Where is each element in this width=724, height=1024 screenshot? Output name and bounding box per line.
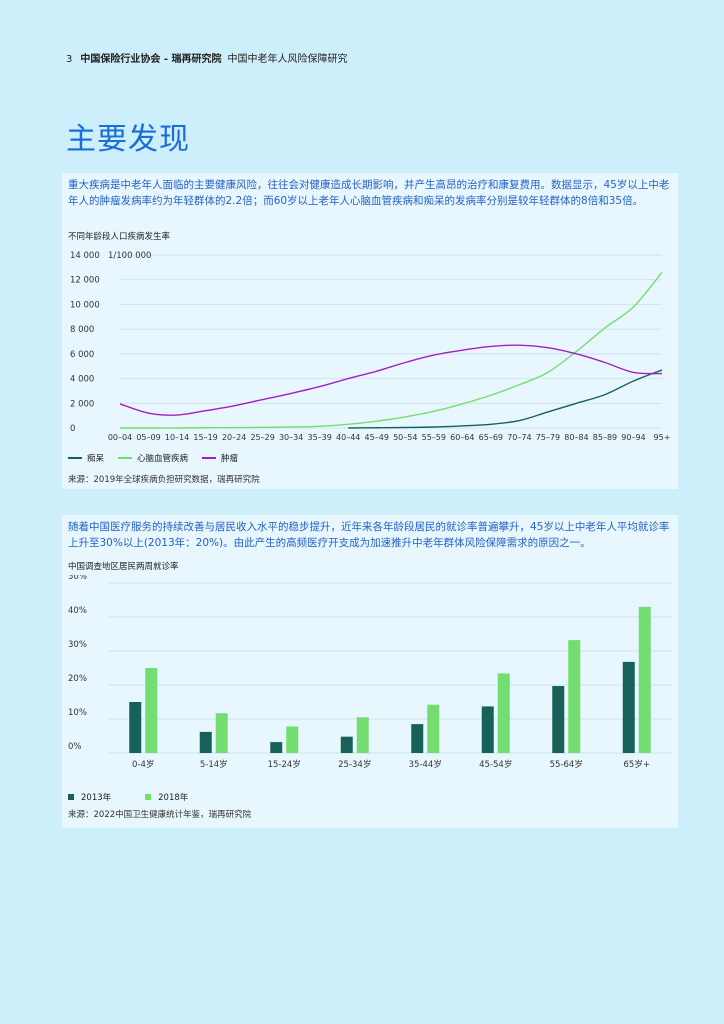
line-xtick-label: 40–44 [336, 433, 360, 442]
bar-2013 [340, 736, 353, 753]
bar-xtick-label: 15-24岁 [268, 759, 301, 770]
bar-xtick-label: 45-54岁 [479, 759, 512, 770]
bar-xtick-label: 35-44岁 [409, 759, 442, 770]
line-xtick-label: 00–04 [108, 433, 132, 442]
header-report-title: 中国中老年人风险保障研究 [227, 54, 348, 65]
line-xtick-label: 70–74 [507, 433, 531, 442]
page-title: 主要发现 [66, 122, 190, 157]
bar-2013 [552, 686, 565, 753]
bar-legend-item: 2013年 [68, 791, 111, 803]
bar-xtick-label: 0-4岁 [132, 759, 154, 770]
legend-swatch [68, 794, 74, 800]
legend-label: 痴呆 [87, 454, 105, 464]
line-xtick-label: 20–24 [222, 433, 246, 442]
line-xtick-label: 80–84 [564, 433, 588, 442]
visit-rate-panel: 随着中国医疗服务的持续改善与居民收入水平的稳步提升，近年来各年龄段居民的就诊率普… [62, 515, 678, 828]
line-ytick-label: 2 000 [70, 399, 94, 409]
line-xtick-label: 45–49 [365, 433, 389, 442]
bar-2018 [638, 606, 651, 753]
bar-ytick-label: 10% [68, 708, 87, 718]
bar-xtick-label: 5-14岁 [200, 759, 228, 770]
line-series [119, 271, 663, 429]
legend-swatch [145, 794, 152, 800]
line-ytick-label: 6 000 [70, 350, 94, 360]
line-ylabel: 1/100 000 [108, 251, 151, 261]
section2-intro: 随着中国医疗服务的持续改善与居民收入水平的稳步提升，近年来各年龄段居民的就诊率普… [68, 521, 670, 549]
line-xtick-label: 35–39 [308, 433, 332, 442]
visit-rate-bar-chart: 0% 10% 20% 30% 40% 50% 0-4岁 5-14岁 15-24岁 25-34岁 35… [68, 575, 672, 770]
line-xtick-label: 90–94 [621, 433, 645, 442]
line-xtick-label: 10–14 [165, 433, 189, 442]
line-xtick-label: 60–64 [450, 433, 474, 442]
bar-xtick-label: 65岁+ [624, 759, 650, 770]
bar-2013 [270, 742, 283, 753]
legend-label: 2013年 [81, 793, 112, 803]
bar-2013 [411, 724, 424, 753]
bar-xtick-label: 25-34岁 [338, 759, 371, 770]
line-series [119, 344, 663, 416]
line-chart-title: 不同年龄段人口疾病发生率 [68, 232, 171, 242]
page-number: 3 [66, 54, 73, 65]
bar-xtick-label: 55-64岁 [550, 759, 583, 770]
disease-incidence-line-chart: 0 2 000 4 000 6 000 8 000 10 000 12 000 14 000 1… [70, 251, 671, 442]
line-ytick-label: 0 [70, 424, 75, 434]
line-xtick-label: 75–79 [536, 433, 560, 442]
line-xtick-label: 65–69 [479, 433, 503, 442]
legend-swatch [118, 457, 133, 459]
bar-2018 [356, 717, 369, 753]
section1-source: 来源：2019年全球疾病负担研究数据，瑞再研究院 [68, 475, 260, 485]
line-xtick-label: 95+ [654, 433, 671, 442]
line-chart-legend: 痴呆 心脑血管疾病 肿瘤 [68, 452, 252, 464]
bar-2018 [286, 726, 299, 753]
line-series [348, 369, 663, 429]
line-ytick-label: 14 000 [70, 251, 100, 261]
line-ytick-label: 4 000 [70, 375, 94, 385]
legend-swatch [68, 457, 82, 459]
bar-2018 [427, 704, 440, 753]
bar-ytick-label: 30% [68, 640, 87, 650]
bar-ytick-label: 40% [68, 606, 87, 616]
bar-2013 [622, 661, 635, 753]
line-legend-item: 肿瘤 [202, 452, 238, 464]
legend-label: 心脑血管疾病 [137, 454, 189, 464]
bar-2018 [497, 673, 510, 753]
bar-2013 [129, 702, 142, 753]
line-xtick-label: 15–19 [193, 433, 217, 442]
line-xtick-label: 55–59 [422, 433, 446, 442]
legend-label: 肿瘤 [221, 454, 239, 464]
bar-ytick-label: 20% [68, 674, 87, 684]
bar-ytick-label: 50% [68, 575, 87, 582]
header-org: 中国保险行业协会 - 瑞再研究院 [80, 54, 222, 65]
legend-label: 2018年 [158, 793, 189, 803]
bar-2018 [145, 668, 158, 753]
bar-2013 [481, 706, 494, 753]
line-xtick-label: 05–09 [136, 433, 160, 442]
line-xtick-label: 50–54 [393, 433, 417, 442]
line-xtick-label: 30–34 [279, 433, 303, 442]
section1-intro: 重大疾病是中老年人面临的主要健康风险，往往会对健康造成长期影响，并产生高昂的治疗… [68, 179, 670, 207]
section2-source: 来源：2022中国卫生健康统计年鉴，瑞再研究院 [68, 810, 252, 820]
bar-2018 [568, 640, 581, 753]
line-ytick-label: 8 000 [70, 325, 94, 335]
bar-2013 [199, 731, 212, 753]
line-xtick-label: 85–89 [593, 433, 617, 442]
disease-incidence-panel: 重大疾病是中老年人面临的主要健康风险，往往会对健康造成长期影响，并产生高昂的治疗… [62, 173, 678, 489]
bar-chart-legend: 2013年 2018年 [68, 791, 222, 803]
bar-legend-item: 2018年 [145, 791, 188, 803]
bar-chart-title: 中国调查地区居民两周就诊率 [68, 562, 179, 572]
line-xtick-label: 25–29 [250, 433, 274, 442]
line-legend-item: 心脑血管疾病 [118, 452, 188, 464]
line-ytick-label: 12 000 [70, 276, 100, 286]
bar-2018 [215, 713, 228, 753]
line-ytick-label: 10 000 [70, 300, 100, 310]
page-header: 3 中国保险行业协会 - 瑞再研究院 中国中老年人风险保障研究 [66, 50, 348, 65]
legend-swatch [202, 457, 217, 459]
line-legend-item: 痴呆 [68, 452, 104, 464]
bar-ytick-label: 0% [68, 742, 82, 752]
